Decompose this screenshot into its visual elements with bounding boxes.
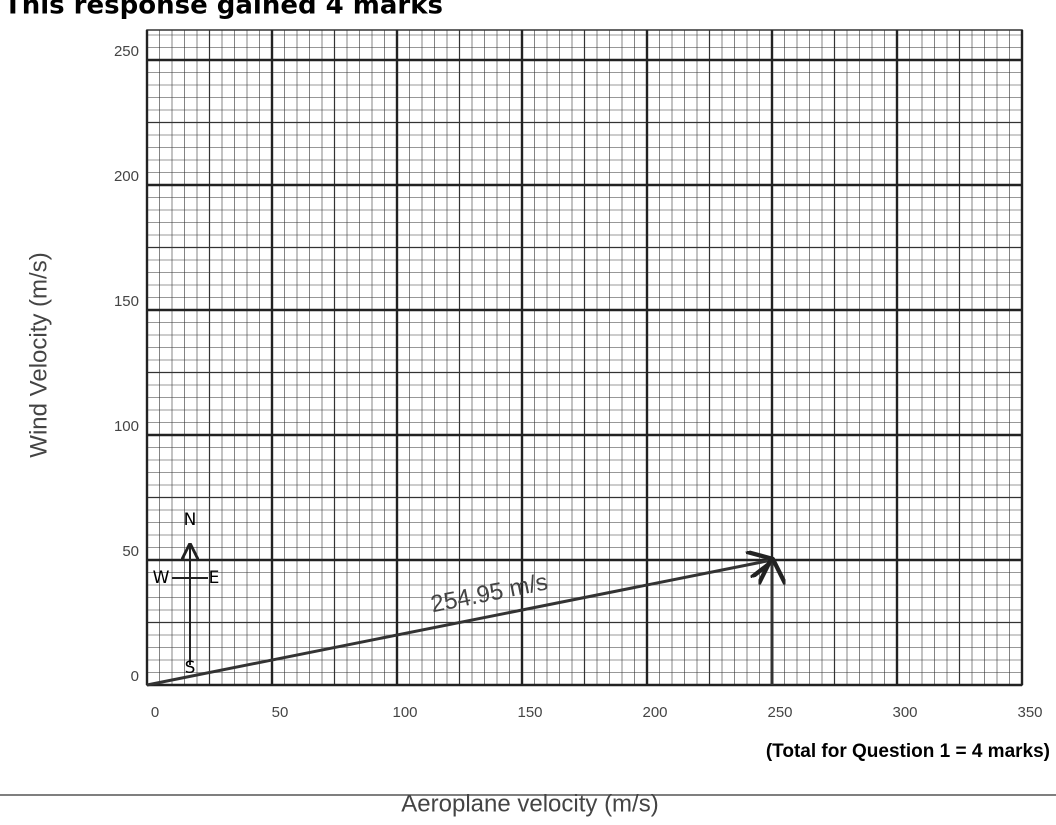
- x-tick-label: 300: [892, 704, 917, 721]
- x-tick-label: 0: [151, 704, 159, 721]
- x-tick-label: 50: [272, 704, 289, 721]
- y-tick-label: 150: [114, 293, 139, 310]
- x-tick-label: 350: [1017, 704, 1042, 721]
- y-axis-label: Wind Velocity (m/s): [25, 252, 52, 457]
- compass-east: E: [209, 568, 220, 588]
- y-tick-label: 50: [122, 543, 139, 560]
- x-axis-label: Aeroplane velocity (m/s): [401, 790, 658, 817]
- response-title: This response gained 4 marks: [4, 0, 443, 21]
- y-tick-label: 0: [131, 668, 139, 685]
- y-tick-label: 250: [114, 43, 139, 60]
- compass-west: W: [153, 568, 170, 588]
- y-tick-label: 200: [114, 168, 139, 185]
- compass-north: N: [184, 510, 197, 530]
- compass-south: S: [185, 658, 196, 678]
- x-tick-label: 200: [642, 704, 667, 721]
- y-tick-label: 100: [114, 418, 139, 435]
- footer: (Total for Question 1 = 4 marks): [766, 741, 1050, 762]
- x-tick-label: 150: [517, 704, 542, 721]
- compass: N W E S: [153, 510, 220, 678]
- graph-paper: [145, 29, 1024, 687]
- vector-arrow: [146, 560, 772, 687]
- x-tick-label: 100: [392, 704, 417, 721]
- x-tick-label: 250: [767, 704, 792, 721]
- vector-label: 254.95 m/s: [428, 568, 550, 618]
